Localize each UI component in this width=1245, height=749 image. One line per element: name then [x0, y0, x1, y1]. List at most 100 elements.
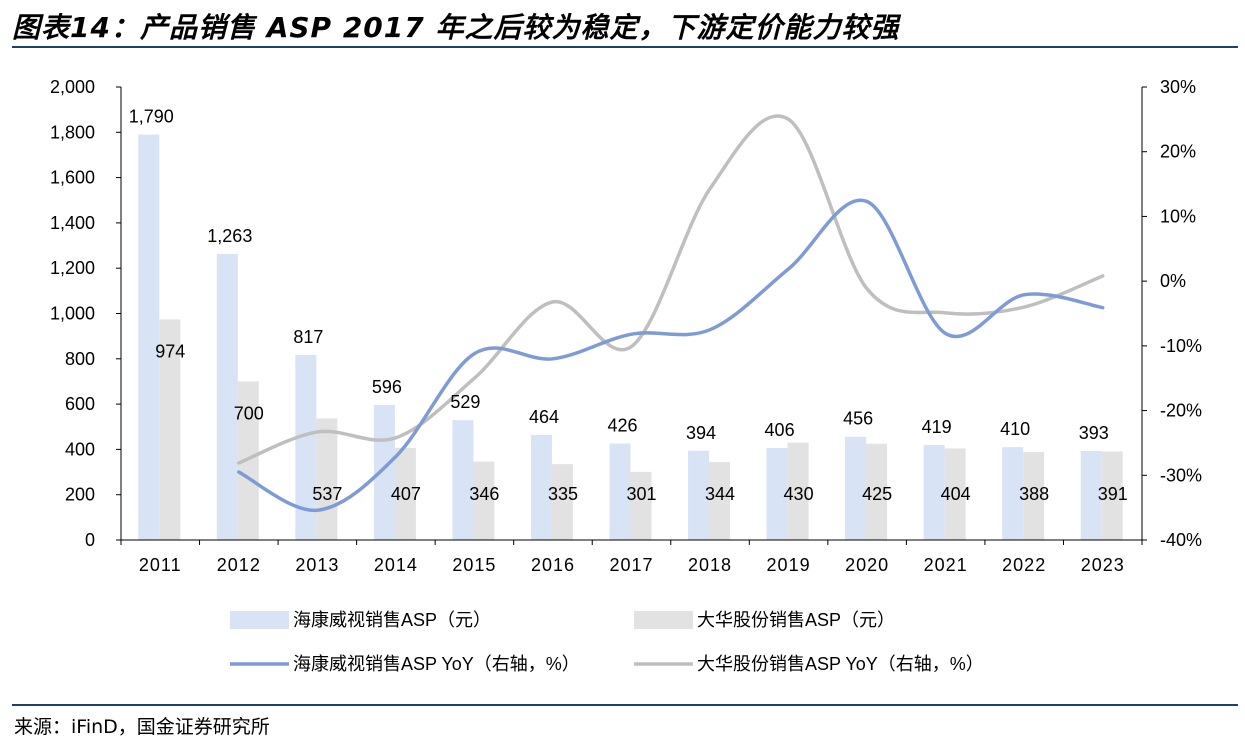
bar-dahua-2018	[709, 462, 731, 540]
x-tick-label: 2012	[217, 555, 261, 575]
bar-hikvision-2019	[766, 448, 788, 540]
x-tick-label: 2020	[845, 555, 889, 575]
y2-tick-label: -10%	[1160, 336, 1202, 356]
bar-dahua-2014	[394, 447, 416, 540]
data-label-dahua: 346	[469, 484, 499, 504]
data-label-hikvision: 419	[922, 417, 952, 437]
source-note: 来源：iFinD，国金证券研究所	[14, 716, 270, 738]
data-label-dahua: 430	[784, 484, 814, 504]
x-tick-label: 2018	[688, 555, 732, 575]
x-tick-label: 2013	[295, 555, 339, 575]
x-tick-label: 2017	[609, 555, 653, 575]
data-label-dahua: 407	[391, 484, 421, 504]
data-label-dahua: 344	[705, 484, 735, 504]
y2-tick-label: 30%	[1160, 77, 1196, 97]
bar-dahua-2012	[237, 381, 259, 540]
bars-layer	[138, 134, 1123, 541]
bar-hikvision-2012	[216, 253, 238, 541]
data-label-dahua: 404	[941, 484, 971, 504]
y-tick-label: 600	[65, 394, 95, 414]
legend: 海康威视销售ASP（元） 大华股份销售ASP（元） 海康威视销售ASP YoY（右轴…	[230, 610, 984, 674]
data-label-hikvision: 393	[1079, 423, 1109, 443]
bar-hikvision-2016	[530, 434, 552, 540]
y-tick-label: 1,000	[50, 304, 95, 324]
legend-swatch-1	[634, 611, 693, 629]
data-label-dahua: 425	[862, 484, 892, 504]
legend-label-0: 海康威视销售ASP（元）	[293, 610, 491, 630]
y-tick-label: 200	[65, 485, 95, 505]
data-label-hikvision: 529	[450, 392, 480, 412]
source-divider	[12, 704, 1238, 706]
chart-title: 图表14：产品销售 ASP 2017 年之后较为稳定，下游定价能力较强	[12, 11, 900, 44]
data-label-hikvision: 817	[293, 327, 323, 347]
x-tick-label: 2016	[531, 555, 575, 575]
y2-tick-label: 0%	[1160, 271, 1186, 291]
y-tick-label: 1,600	[50, 168, 95, 188]
legend-label-3: 大华股份销售ASP YoY（右轴，%）	[697, 654, 984, 674]
y-tick-label: 1,800	[50, 122, 95, 142]
data-label-dahua: 391	[1098, 484, 1128, 504]
data-label-hikvision: 596	[372, 377, 402, 397]
data-label-dahua: 301	[626, 484, 656, 504]
y-tick-label: 0	[85, 530, 95, 550]
data-label-dahua: 974	[155, 341, 185, 361]
bar-hikvision-2013	[295, 354, 317, 540]
bar-dahua-2020	[866, 443, 888, 540]
y-tick-label: 400	[65, 439, 95, 459]
bar-dahua-2013	[316, 418, 338, 540]
line-dahua-yoy	[237, 114, 1105, 465]
x-tick-label: 2023	[1081, 555, 1125, 575]
data-label-hikvision: 456	[843, 409, 873, 429]
bar-hikvision-2011	[138, 134, 160, 540]
data-label-hikvision: 394	[686, 423, 716, 443]
data-label-dahua: 537	[312, 484, 342, 504]
bar-dahua-2023	[1101, 451, 1123, 540]
x-tick-label: 2019	[767, 555, 811, 575]
chart-svg: 0 200 400 600 800 1,000 1,200 1,400 1,600 1,800 2,…	[50, 77, 1202, 674]
data-label-hikvision: 1,790	[129, 107, 174, 127]
bar-hikvision-2015	[452, 420, 474, 540]
axes-layer: 0 200 400 600 800 1,000 1,200 1,400 1,600 1,800 2,…	[50, 77, 1202, 575]
data-label-dahua: 388	[1019, 484, 1049, 504]
bar-hikvision-2023	[1080, 450, 1102, 540]
bar-dahua-2016	[551, 464, 573, 540]
x-tick-label: 2022	[1002, 555, 1046, 575]
data-label-hikvision: 410	[1000, 419, 1030, 439]
lines-layer	[237, 114, 1105, 512]
data-label-dahua: 700	[234, 403, 264, 423]
bar-hikvision-2020	[845, 436, 867, 540]
bar-hikvision-2021	[923, 445, 945, 540]
y2-tick-label: -20%	[1160, 401, 1202, 421]
bar-dahua-2017	[630, 471, 652, 540]
bar-dahua-2019	[787, 442, 809, 540]
x-tick-label: 2014	[374, 555, 418, 575]
bar-hikvision-2018	[688, 450, 710, 540]
data-label-hikvision: 1,263	[207, 226, 252, 246]
x-tick-label: 2011	[139, 555, 182, 575]
legend-label-2: 海康威视销售ASP YoY（右轴，%）	[293, 654, 580, 674]
data-label-hikvision: 426	[607, 416, 637, 436]
data-labels-layer: 1,790 1,263 817 596 529 464 426 394 406 456 419 410…	[129, 107, 1128, 504]
bar-dahua-2022	[1023, 452, 1045, 540]
y-tick-label: 1,400	[50, 213, 95, 233]
bar-dahua-2015	[473, 461, 495, 540]
y2-tick-label: 10%	[1160, 206, 1196, 226]
bar-hikvision-2022	[1002, 447, 1024, 540]
y-tick-label: 1,200	[50, 258, 95, 278]
y-tick-label: 800	[65, 349, 95, 369]
line-hikvision-yoy	[237, 198, 1105, 512]
x-tick-label: 2021	[924, 555, 968, 575]
data-label-hikvision: 406	[765, 420, 795, 440]
y-tick-label: 2,000	[50, 77, 95, 97]
y2-tick-label: -40%	[1160, 530, 1202, 550]
legend-label-1: 大华股份销售ASP（元）	[697, 610, 895, 630]
data-label-dahua: 335	[548, 484, 578, 504]
x-tick-label: 2015	[452, 555, 496, 575]
y2-tick-label: -30%	[1160, 465, 1202, 485]
bar-dahua-2021	[944, 448, 966, 540]
title-divider	[12, 46, 1238, 48]
bar-hikvision-2017	[609, 443, 631, 540]
legend-swatch-0	[230, 611, 289, 629]
data-label-hikvision: 464	[529, 407, 559, 427]
bar-dahua-2011	[159, 319, 181, 540]
